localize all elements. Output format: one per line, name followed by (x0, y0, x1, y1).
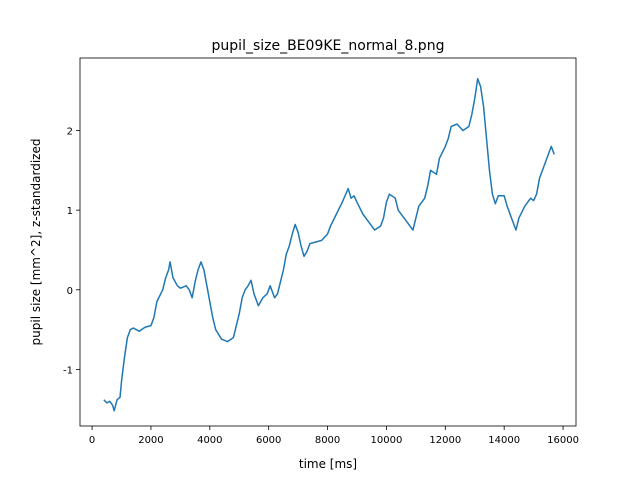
axes-frame (79, 57, 577, 427)
x-tick-label: 16000 (547, 435, 579, 446)
x-tick-label: 8000 (315, 435, 340, 446)
y-tick-label: -1 (63, 365, 73, 376)
y-tick-label: 0 (67, 286, 73, 297)
chart-title: pupil_size_BE09KE_normal_8.png (212, 38, 445, 54)
y-tick-label: 1 (67, 206, 73, 217)
x-tick-label: 4000 (197, 435, 222, 446)
x-tick-label: 10000 (371, 435, 403, 446)
data-line (103, 77, 555, 412)
y-axis-label: pupil size [mm^2], z-standardized (29, 139, 43, 346)
x-tick-label: 6000 (256, 435, 281, 446)
x-tick-label: 14000 (488, 435, 520, 446)
y-tick-label: 2 (67, 126, 73, 137)
x-tick-label: 0 (89, 435, 95, 446)
x-tick-label: 2000 (138, 435, 163, 446)
x-tick-label: 12000 (429, 435, 461, 446)
x-axis-label: time [ms] (299, 457, 357, 471)
